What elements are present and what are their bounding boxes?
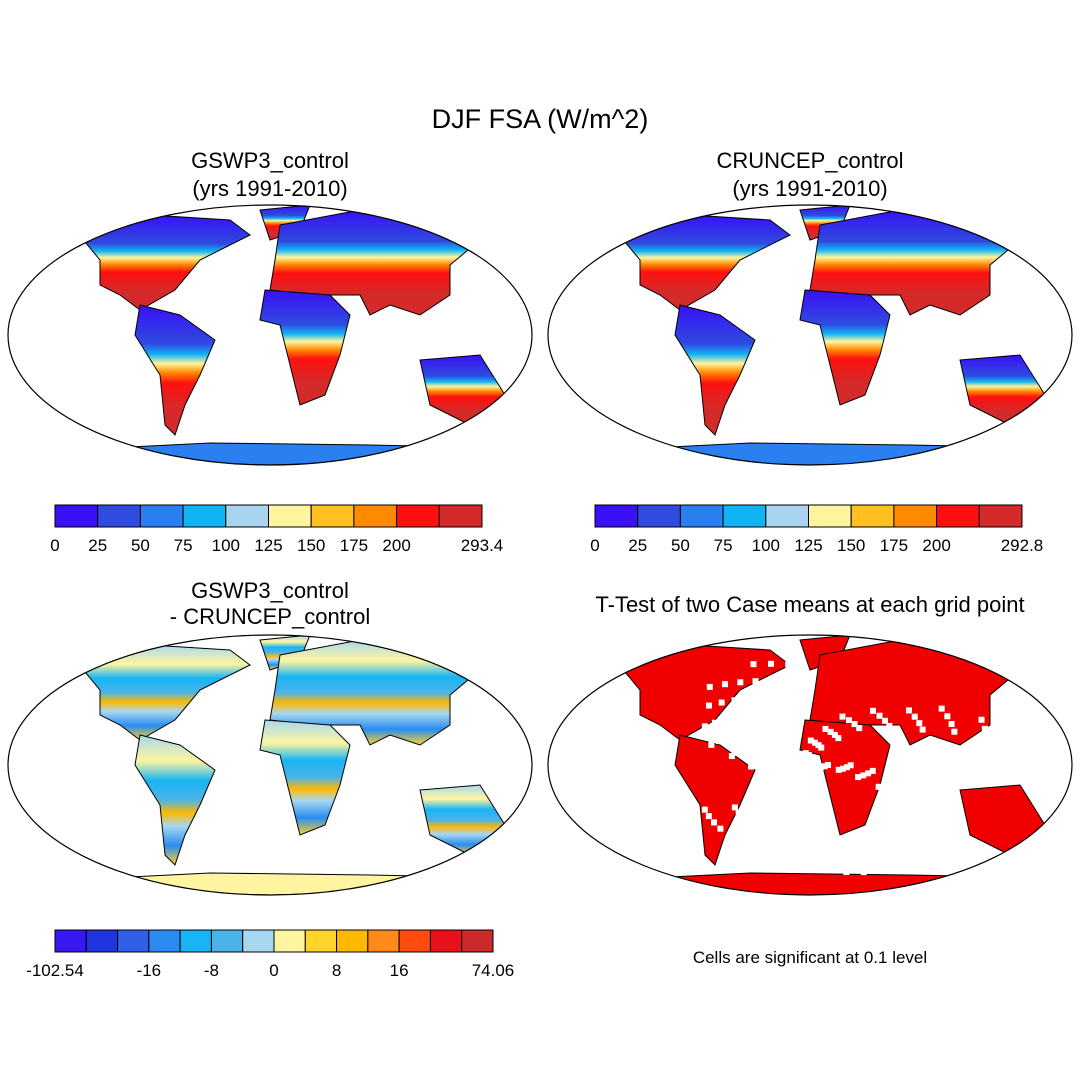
colorbar-box (429, 929, 463, 953)
colorbar-box (936, 504, 980, 528)
land-na (614, 214, 791, 311)
colorbar-label: 200 (382, 536, 410, 555)
colorbar-label: 175 (880, 536, 908, 555)
map (608, 635, 1046, 895)
colorbar-box (242, 929, 275, 953)
panel-title: - CRUNCEP_control (170, 604, 371, 629)
colorbar-box (304, 929, 338, 953)
panel-note: Cells are significant at 0.1 level (693, 948, 927, 967)
map (608, 205, 1046, 465)
colorbar-box (97, 504, 141, 528)
panel-title: (yrs 1991-2010) (192, 176, 347, 201)
land-na (74, 644, 251, 741)
colorbar-label: 75 (174, 536, 193, 555)
colorbar-label: -102.54 (26, 961, 84, 980)
colorbar-box (808, 504, 852, 528)
land-sa (674, 734, 756, 866)
colorbar-label: 100 (212, 536, 240, 555)
colorbar-box (54, 504, 99, 528)
colorbar-label: 0 (269, 961, 278, 980)
colorbar-label: 25 (628, 536, 647, 555)
land-au (419, 784, 506, 856)
colorbar-label: 293.4 (461, 536, 504, 555)
colorbar-box (594, 504, 639, 528)
colorbar-box (117, 929, 150, 953)
map (68, 635, 506, 895)
colorbar-label: 100 (752, 536, 780, 555)
colorbar-box (54, 929, 87, 953)
panel-title: GSWP3_control (191, 148, 349, 173)
colorbar-box (679, 504, 724, 528)
land-na (74, 214, 251, 311)
colorbar-box (225, 504, 270, 528)
colorbar-box (398, 929, 431, 953)
colorbar-label: 8 (332, 961, 341, 980)
colorbar-label: 50 (131, 536, 150, 555)
colorbar-label: 75 (714, 536, 733, 555)
panel-title: (yrs 1991-2010) (732, 176, 887, 201)
land-sa (134, 304, 216, 436)
land-af (799, 289, 891, 406)
land-sa (134, 734, 216, 866)
land-antarctica (68, 442, 472, 465)
colorbar-label: 74.06 (472, 961, 515, 980)
colorbar-box (179, 929, 212, 953)
land-af (259, 719, 351, 836)
colorbar-box (182, 504, 227, 528)
colorbar-box (637, 504, 681, 528)
colorbar-box (978, 504, 1023, 528)
colorbar-box (210, 929, 244, 953)
land-antarctica (68, 872, 472, 895)
panel-title: T-Test of two Case means at each grid po… (595, 592, 1024, 617)
colorbar-label: 150 (297, 536, 325, 555)
colorbar-box (722, 504, 767, 528)
map-border (547, 204, 1073, 466)
land-au (959, 354, 1046, 426)
land-sa (674, 304, 756, 436)
colorbar-box (139, 504, 184, 528)
colorbar-label: 175 (340, 536, 368, 555)
map-border (7, 204, 533, 466)
panel-title: CRUNCEP_control (716, 148, 903, 173)
colorbar-box (850, 504, 895, 528)
panel-title: GSWP3_control (191, 578, 349, 603)
land-af (259, 289, 351, 406)
map (68, 205, 506, 465)
colorbar-label: 50 (671, 536, 690, 555)
land-antarctica (608, 872, 1012, 895)
map-border (547, 634, 1073, 896)
colorbar-label: 125 (794, 536, 822, 555)
colorbar-box (396, 504, 440, 528)
colorbar-label: 200 (922, 536, 950, 555)
map-border (7, 634, 533, 896)
land-au (419, 354, 506, 426)
colorbar-label: -8 (204, 961, 219, 980)
colorbar-label: 150 (837, 536, 865, 555)
colorbar-box (336, 929, 369, 953)
colorbar-box (438, 504, 483, 528)
colorbar-box (367, 929, 400, 953)
colorbar-label: 16 (390, 961, 409, 980)
colorbar-box (85, 929, 119, 953)
land-au (959, 784, 1046, 856)
colorbar-label: 0 (590, 536, 599, 555)
colorbar-label: 25 (88, 536, 107, 555)
colorbar-label: 125 (254, 536, 282, 555)
colorbar-box (893, 504, 938, 528)
figure-title: DJF FSA (W/m^2) (432, 104, 649, 134)
colorbar-box (765, 504, 809, 528)
colorbar-box (461, 929, 494, 953)
colorbar-box (268, 504, 312, 528)
land-antarctica (608, 442, 1012, 465)
colorbar-label: 292.8 (1001, 536, 1044, 555)
colorbar-label: 0 (50, 536, 59, 555)
colorbar-box (310, 504, 355, 528)
colorbar-box (148, 929, 181, 953)
colorbar-box (273, 929, 306, 953)
colorbar-label: -16 (137, 961, 162, 980)
colorbar-box (353, 504, 398, 528)
